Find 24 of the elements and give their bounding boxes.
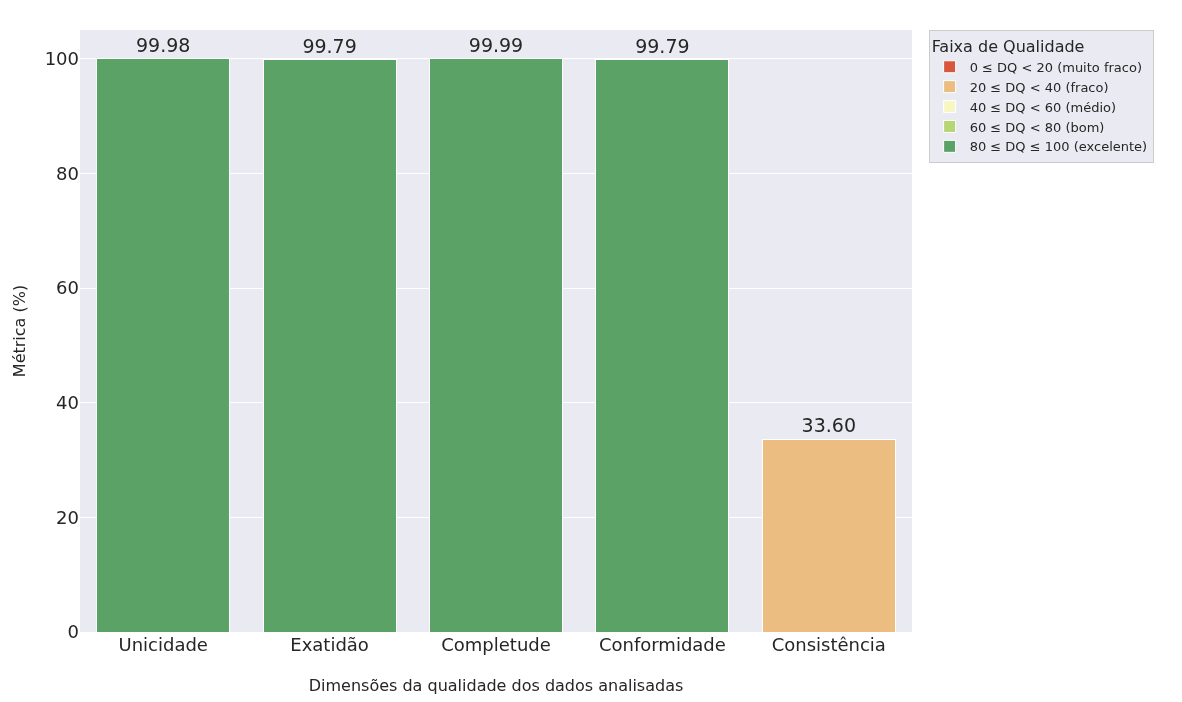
text: 99.79 (302, 34, 357, 57)
y-tick-label: 80 (56, 162, 79, 184)
text: 33.60 (801, 414, 856, 437)
y-tick-label: 100 (44, 47, 79, 69)
y-tick-label: 60 (56, 277, 79, 299)
x-tick-label: Conformidade (598, 634, 726, 655)
legend-title: Faixa de Qualidade (931, 36, 1085, 56)
text: 99.98 (136, 33, 191, 56)
x-tick-label: Exatidão (290, 634, 369, 655)
legend-label: 60 ≤ DQ < 80 (bom) (969, 119, 1105, 135)
x-tick-label: Unicidade (118, 634, 208, 655)
legend-label: 20 ≤ DQ < 40 (fraco) (969, 79, 1109, 95)
x-tick-label: Completude (441, 634, 551, 655)
y-tick-label: 0 (67, 621, 79, 643)
text: 99.99 (468, 33, 524, 56)
y-tick-label: 40 (56, 391, 79, 413)
x-axis-title: Dimensões da qualidade dos dados analisadas (308, 675, 684, 695)
y-tick-label: 20 (56, 506, 79, 528)
y-axis-title: Métrica (%) (9, 284, 29, 378)
legend-label: 80 ≤ DQ ≤ 100 (excelente) (969, 139, 1148, 155)
legend-label: 0 ≤ DQ < 20 (muito fraco) (969, 59, 1142, 75)
legend-label: 40 ≤ DQ < 60 (médio) (969, 99, 1117, 115)
text: 99.79 (635, 34, 690, 57)
x-tick-label: Consistência (771, 634, 886, 655)
